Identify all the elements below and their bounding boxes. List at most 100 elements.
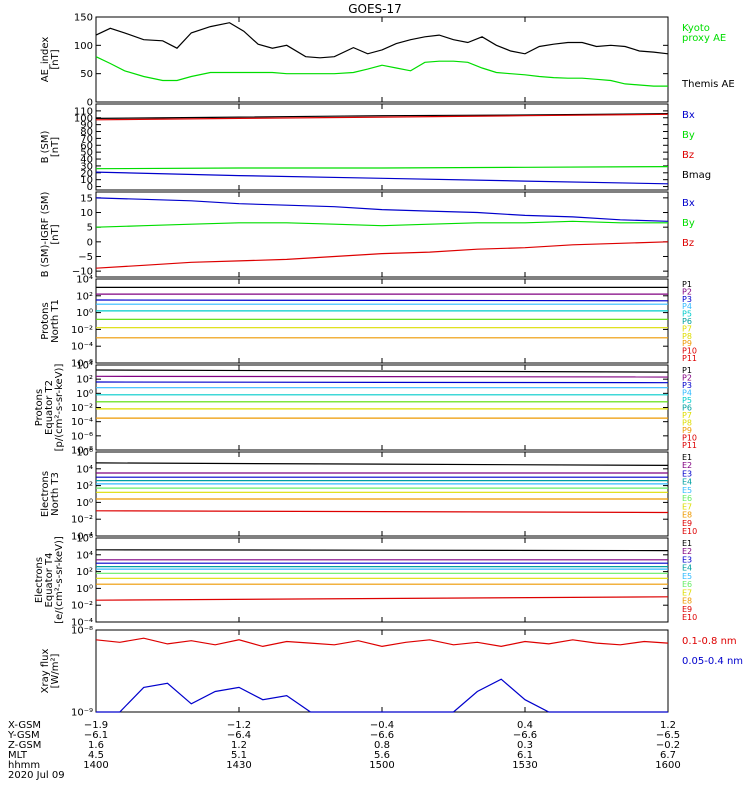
y-tick-label: −10 [72,267,93,278]
y-tick-label: 60 [80,141,93,152]
legend-entry: E7 [682,502,692,511]
x-row-label: MLT [8,750,28,761]
y-tick-label: 10⁴ [76,361,93,372]
legend-entry: P3 [682,381,692,390]
legend-entry: E5 [682,486,692,495]
x-row-value: 1600 [655,760,680,771]
legend-entry: E5 [682,572,692,581]
y-tick-label: 10² [76,291,93,302]
series-bmag [95,113,669,119]
date-label: 2020 Jul 09 [8,770,65,781]
figure-title: GOES-17 [348,2,402,16]
series-by [95,166,669,170]
x-row-value: −6.6 [370,730,394,741]
y-tick-label: 90 [80,120,93,131]
legend-entry: proxy AE [682,33,726,44]
x-row-value: −0.4 [370,720,394,731]
panel-frame [95,278,669,364]
legend-entry: P1 [682,366,692,375]
legend-entry: P7 [682,324,692,333]
series-bz [95,241,669,269]
y-tick-label: 10² [76,481,93,492]
x-row-label: Y-GSM [7,730,40,741]
legend-entry: P8 [682,419,692,428]
x-row-value: −1.9 [84,720,108,731]
legend-entry: P1 [682,280,692,289]
x-row-value: −0.2 [656,740,680,751]
y-tick-label: 10⁻⁴ [71,618,93,629]
series-e1 [95,462,669,466]
y-tick-label: 20 [80,168,93,179]
y-tick-label: 0 [87,98,93,109]
legend-entry: Bx [682,110,695,121]
panel-eeq: 10⁶ 10⁴ 10² 10⁰ 10⁻² 10⁻⁴ Electrons Equator T4[… [34,534,697,629]
x-row-label: X-GSM [8,720,41,731]
y-tick-label: 10⁻⁹ [71,708,93,719]
legend-entry: E10 [682,613,697,622]
legend-entry: P2 [682,287,692,296]
x-row-value: 1530 [512,760,537,771]
legend-entry: Bz [682,238,694,249]
y-axis-title: Protons [40,302,51,339]
y-tick-label: 10⁻² [71,515,93,526]
y-axis-title: [W/m²] [50,653,61,688]
legend-entry: P9 [682,339,692,348]
y-tick-label: 10⁻⁶ [71,431,93,442]
y-axis-title: Electrons [40,471,51,517]
series-p2 [95,375,669,378]
panel-bigrf: −10 −5 0 5 10 15 B (SM)-IGRF (SM) [nT] Bx By Bz [40,191,695,278]
legend-entry: E4 [682,564,692,573]
x-row-value: 1430 [226,760,251,771]
y-tick-label: 10⁰ [76,389,93,400]
y-tick-label: 10⁻² [71,325,93,336]
y-tick-label: 10⁴ [76,550,93,561]
y-axis-title: B (SM)-IGRF (SM) [40,192,51,278]
y-tick-label: 150 [74,13,93,24]
series-e1 [95,549,669,552]
legend-entry: E7 [682,588,692,597]
y-axis-title: [nT] [50,137,61,157]
x-row-value: −6.4 [227,730,251,741]
legend-entry: E4 [682,478,692,487]
y-tick-label: 15 [80,193,93,204]
y-tick-label: 5 [87,223,93,234]
y-axis-title: [e/(cm²-s-sr-keV)] [54,536,65,624]
legend-entry: By [682,130,695,141]
legend-entry: P8 [682,332,692,341]
panel-xray: 10⁻⁸ 10⁻⁹ Xray flux [W/m²] 0.1-0.8 nm 0.05-0.… [40,626,743,719]
x-row-value: 0.8 [374,740,390,751]
legend-entry: E1 [682,453,692,462]
series-e9 [95,596,669,601]
y-tick-label: 10⁻⁴ [71,342,93,353]
legend-entry: E8 [682,511,692,520]
y-tick-label: 30 [80,161,93,172]
legend-entry: E9 [682,605,692,614]
legend-entry: E2 [682,461,692,470]
x-row-value: −6.1 [84,730,108,741]
panel-peq: 10⁴ 10² 10⁰ 10⁻² 10⁻⁴ 10⁻⁶ 10⁻⁸ Protons Equator … [34,361,697,457]
legend-entry: P2 [682,374,692,383]
y-tick-label: 10⁻⁶ [71,359,93,370]
legend-entry: P11 [682,441,697,450]
y-tick-label: 100 [74,41,93,52]
legend-entry: E6 [682,580,692,589]
y-axis-title: [p/(cm²-s-sr-keV)] [54,364,65,452]
y-axis-title: North T3 [50,472,61,516]
y-tick-label: 10⁴ [76,275,93,286]
legend-entry: 0.1-0.8 nm [682,636,737,647]
y-axis-title: Xray flux [40,649,51,694]
panel-frame [95,191,669,278]
y-tick-label: 10⁻⁸ [71,446,93,457]
series-0-1-0-8-nm [95,637,669,648]
y-axis-title: Electrons [34,557,45,603]
legend-entry: Bz [682,150,694,161]
y-tick-label: 10 [80,208,93,219]
y-tick-label: 40 [80,155,93,166]
y-tick-label: 0 [87,237,93,248]
y-tick-label: 10⁴ [76,464,93,475]
y-tick-label: 10 [80,175,93,186]
legend-entry: P3 [682,295,692,304]
y-tick-label: 10⁻² [71,403,93,414]
